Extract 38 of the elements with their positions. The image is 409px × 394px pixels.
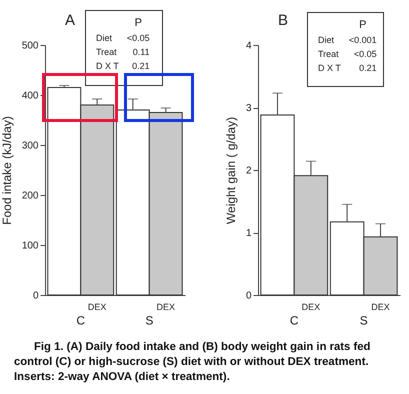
y-tick-label: 400	[22, 90, 39, 102]
annotation: 0.11	[132, 46, 151, 59]
y-tick-label: 1	[246, 228, 252, 239]
series-label: DEX	[88, 302, 106, 312]
text: DEX	[371, 302, 390, 312]
y-axis-title: Food intake (kJ/day)	[0, 116, 14, 225]
chart-title: B	[278, 12, 288, 29]
x-tick-label: S	[145, 314, 154, 328]
x-tick-label: C	[290, 314, 299, 328]
text: DEX	[156, 302, 176, 312]
y-tick-label: 0	[32, 290, 39, 302]
chart-title: A	[65, 12, 76, 29]
annotation: <0.05	[352, 48, 378, 61]
caption: Fig 1. (A) Daily food intake and (B) body weight gain in rats fed control (C) or high-sucrose (S) diet with or without DEX treatment. Inserts: 2-way ANOVA (diet × treatment).	[14, 340, 372, 385]
y-tick-label: 2	[246, 166, 252, 176]
y-tick-label: 200	[22, 190, 39, 202]
annotation: Treat	[317, 48, 340, 61]
annotation: D X T	[95, 60, 120, 73]
text: <0.001	[348, 34, 378, 47]
annotation: Treat	[95, 46, 118, 59]
y-axis-title: Weight gain ( g/day)	[224, 116, 238, 224]
y-tick-label: 300	[22, 140, 39, 152]
y-tick-label: 0	[246, 290, 252, 302]
y-tick-label: 500	[22, 40, 39, 52]
y-tick-label: 100	[22, 240, 39, 252]
annotation: 0.21	[358, 62, 378, 75]
y-tick-label: 3	[246, 103, 252, 114]
annotation: D X T	[317, 62, 342, 75]
text: Diet	[95, 32, 114, 45]
text: P	[358, 18, 368, 33]
x-tick-label: S	[360, 314, 368, 328]
annotation: 0.21	[131, 60, 151, 73]
y-tick-label: 4	[246, 40, 252, 52]
text: P	[134, 16, 143, 31]
text: <0.05	[126, 32, 151, 45]
text: Diet	[317, 34, 336, 47]
x-tick-label: C	[76, 314, 86, 328]
series-label: DEX	[302, 302, 320, 312]
